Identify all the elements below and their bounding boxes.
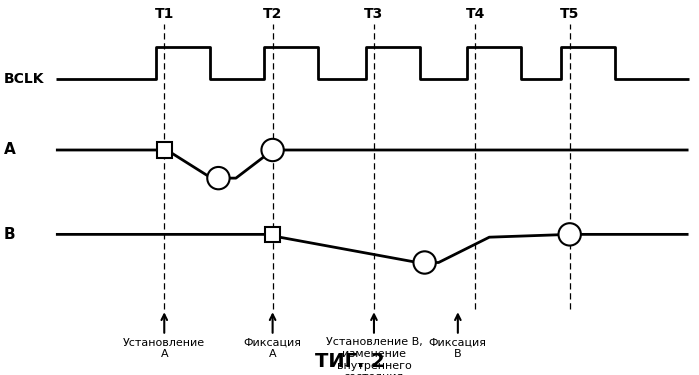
Ellipse shape <box>559 223 581 246</box>
Text: Фиксация
В: Фиксация В <box>429 338 487 359</box>
Text: A: A <box>3 142 15 158</box>
Text: T2: T2 <box>263 7 282 21</box>
Ellipse shape <box>414 251 436 274</box>
Text: ΤИГ. 2: ΤИГ. 2 <box>315 352 384 371</box>
Text: T4: T4 <box>466 7 485 21</box>
Text: Установление
А: Установление А <box>123 338 206 359</box>
Bar <box>265 226 280 242</box>
Text: B: B <box>3 227 15 242</box>
Text: BCLK: BCLK <box>3 72 44 86</box>
Text: T1: T1 <box>154 7 174 21</box>
Text: Фиксация
А: Фиксация А <box>244 338 301 359</box>
Text: T3: T3 <box>364 7 384 21</box>
Text: Установление В,
изменение
внутреннего
состояния: Установление В, изменение внутреннего со… <box>326 338 422 375</box>
Ellipse shape <box>207 167 229 189</box>
Text: T5: T5 <box>560 7 579 21</box>
Bar <box>157 142 172 158</box>
Ellipse shape <box>261 139 284 161</box>
